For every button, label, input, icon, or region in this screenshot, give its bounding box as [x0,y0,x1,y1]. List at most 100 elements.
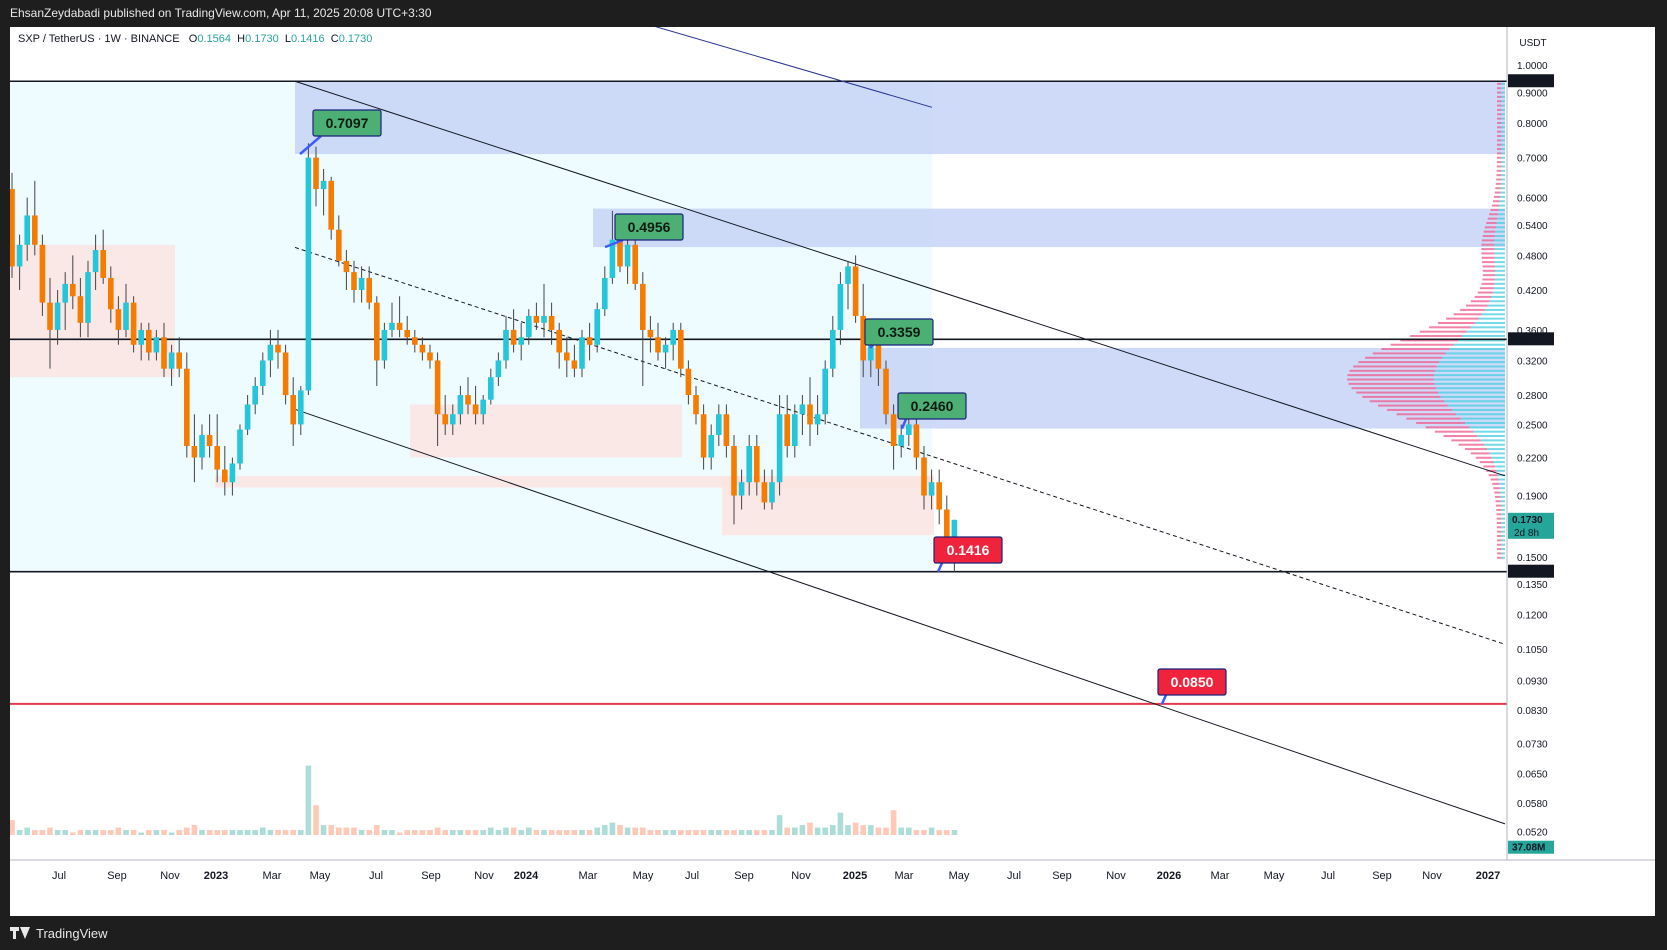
candle-body [161,337,167,369]
candle-body [434,360,441,415]
candle-body [153,337,160,353]
volume-profile-bar [1473,430,1505,433]
volume-profile-bar [1500,187,1505,190]
candle-body [495,360,502,378]
demand-zone [410,404,682,458]
volume-bar [700,830,707,835]
volume-profile-bar [1481,313,1505,316]
candle-body [206,434,213,447]
volume-profile-bar [1496,161,1502,164]
time-axis-tick: Sep [107,870,127,882]
volume-profile-bar [1501,174,1505,177]
volume-profile-bar [1494,239,1505,242]
candle-body [480,399,486,415]
candle-body [472,404,479,415]
volume-profile-bar [1497,213,1505,216]
volume-profile-bar [1477,291,1493,294]
volume-bar [396,832,403,835]
volume-profile-bar [1493,287,1505,290]
time-axis-tick: Nov [1422,870,1442,882]
volume-bar [275,830,281,835]
time-axis-tick: Sep [1052,870,1072,882]
price-axis-tick: 0.1500 [1517,553,1548,564]
candle-body [24,215,30,245]
volume-bar [860,825,866,835]
volume-profile-bar [1501,104,1505,107]
volume-bar [457,830,464,835]
volume-profile-bar [1501,156,1505,159]
candle-body [92,250,99,273]
volume-bar [495,830,502,835]
price-axis-tick: 0.0580 [1517,799,1548,810]
volume-bar [313,805,319,835]
label-pointer [1160,694,1168,705]
candle-body [381,329,388,361]
volume-profile-bar [1482,278,1495,281]
volume-profile-bar [1435,369,1505,372]
candle-body [229,463,236,483]
price-axis-tick: 0.4800 [1517,251,1548,262]
candle-body [814,414,821,425]
chart-pane[interactable]: 0.7097 0.4956 0.3359 0.2460 0.1416 0.0850 USDT… [10,27,1655,916]
volume-profile-bar [1494,269,1505,272]
volume-profile-bar [1497,95,1502,98]
volume-profile-bar [1470,300,1490,303]
volume-profile-bar [1501,139,1505,142]
volume-bar [913,830,920,835]
volume-profile-bar [1445,352,1505,355]
volume-profile-bar [1496,530,1502,533]
volume-profile-bar [1496,221,1505,224]
volume-profile-bar [1465,421,1505,424]
candle-body [906,424,912,435]
volume-bar [647,830,654,835]
volume-profile-bar [1496,552,1502,555]
time-axis-tick: Nov [1106,870,1126,882]
volume-profile-bar [1474,295,1492,298]
candle-body [792,414,798,447]
volume-profile-bar [1500,195,1505,198]
candle-body [898,434,904,447]
volume-bar [708,830,714,835]
volume-bar [138,832,144,835]
candle-body [541,315,547,323]
candle-body [890,414,897,447]
price-chart[interactable]: 0.7097 0.4956 0.3359 0.2460 0.1416 0.0850 USDT… [10,27,1655,916]
volume-bar [632,827,638,835]
volume-profile-bar [1495,500,1501,503]
candle-body [944,509,950,541]
volume-profile-bar [1501,178,1505,181]
close-value: 0.1730 [338,33,373,45]
volume-bar [579,830,585,835]
candle-body [678,329,684,369]
volume-profile-bar [1499,204,1505,207]
volume-profile-bar [1497,87,1502,90]
tradingview-brand-text: TradingView [36,926,108,941]
tradingview-logo[interactable]: TradingView [10,926,108,941]
price-label-text: 0.0850 [1171,674,1214,690]
candle-body [609,239,616,278]
volume-profile-bar [1501,82,1505,85]
candle-body [47,302,53,330]
volume-profile-bar [1483,465,1496,468]
volume-bar [617,825,623,835]
volume-profile-bar [1480,287,1494,290]
candle-body [579,337,585,369]
volume-bar [374,825,380,835]
volume-bar [662,830,669,835]
symbol-title: SXP / TetherUS · 1W · BINANCE [18,33,180,45]
volume-bar [24,827,30,835]
volume-profile-bar [1482,269,1495,272]
volume-profile-bar [1501,161,1505,164]
volume-bar [130,830,137,835]
volume-profile-bar [1488,474,1498,477]
volume-profile-bar [1494,256,1505,259]
volume-profile-bar [1390,343,1454,346]
price-axis-tick: 0.0520 [1517,827,1548,838]
symbol-legend: SXP / TetherUS · 1W · BINANCE O0.1564 H0… [18,33,372,45]
candle-body [168,352,175,369]
price-axis-tick: 0.3200 [1517,356,1548,367]
volume-profile-bar [1481,243,1495,246]
volume-profile-bar [1500,191,1505,194]
price-tag-text: 0.9400 [1512,76,1543,87]
candle-body [822,368,828,415]
